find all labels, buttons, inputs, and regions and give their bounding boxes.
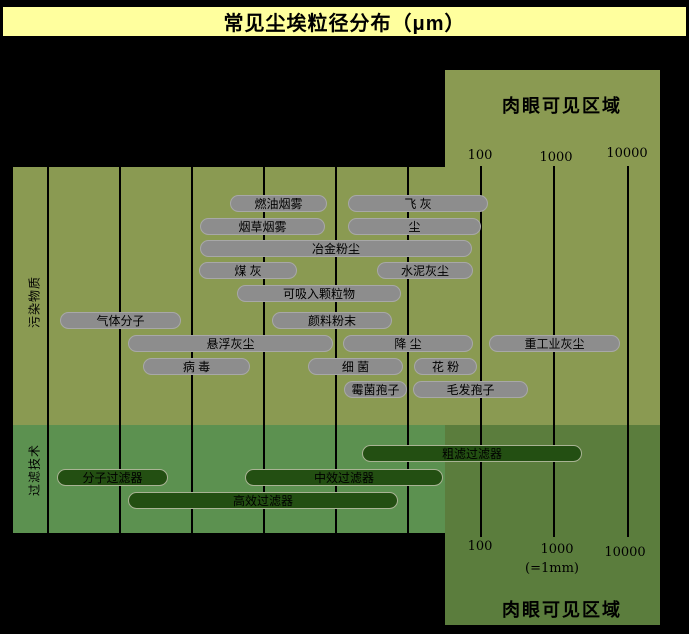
axis-tick-label-top: 1000 xyxy=(539,150,573,165)
pollutant-range-pill: 细 菌 xyxy=(308,358,403,375)
filter-range-pill: 分子过滤器 xyxy=(57,469,168,486)
pollutant-range-pill: 煤 灰 xyxy=(199,262,297,279)
pollutant-range-pill: 降 尘 xyxy=(343,335,473,352)
pollutant-range-pill: 花 粉 xyxy=(414,358,477,375)
filter-range-pill: 中效过滤器 xyxy=(245,469,443,486)
filter-range-pill: 高效过滤器 xyxy=(128,492,398,509)
pollutant-range-pill: 飞 灰 xyxy=(348,195,488,212)
visible-zone-label-bottom: 肉眼可见区域 xyxy=(502,600,622,620)
pollutant-range-pill: 毛发孢子 xyxy=(413,381,528,398)
pollutant-range-pill: 水泥灰尘 xyxy=(377,262,473,279)
pollutant-range-pill: 可吸入颗粒物 xyxy=(237,285,401,302)
chart-title: 常见尘埃粒径分布（μm） xyxy=(223,13,466,35)
axis-gridline xyxy=(480,166,482,537)
pollutant-range-pill: 重工业灰尘 xyxy=(489,335,620,352)
axis-tick-label-bottom: 10000 xyxy=(604,545,646,560)
filters-section-label: 过滤技术 xyxy=(27,443,42,497)
pollutant-range-pill: 悬浮灰尘 xyxy=(128,335,333,352)
chart-title-bar: 常见尘埃粒径分布（μm） xyxy=(3,5,686,38)
visible-zone-label-top: 肉眼可见区域 xyxy=(502,96,622,116)
filter-range-pill: 粗滤过滤器 xyxy=(362,445,582,462)
pollutant-range-pill: 气体分子 xyxy=(60,312,181,329)
axis-tick-label-bottom: 100 xyxy=(467,539,493,554)
axis-gridline xyxy=(335,167,337,533)
pollutant-range-pill: 烟草烟雾 xyxy=(200,218,325,235)
mm-equivalence-note: (=1mm) xyxy=(525,561,579,576)
pollutant-range-pill: 病 毒 xyxy=(143,358,250,375)
axis-gridline xyxy=(119,167,121,533)
pollutant-range-pill: 燃油烟雾 xyxy=(230,195,327,212)
axis-tick-label-bottom: 1000 xyxy=(540,542,574,557)
axis-gridline xyxy=(47,167,49,533)
pollutant-range-pill: 冶金粉尘 xyxy=(200,240,472,257)
pollutant-range-pill: 尘 xyxy=(348,218,481,235)
axis-gridline xyxy=(627,166,629,537)
pollutant-range-pill: 霉菌孢子 xyxy=(344,381,407,398)
axis-tick-label-top: 100 xyxy=(467,148,493,163)
axis-tick-label-top: 10000 xyxy=(606,146,648,161)
pollutant-range-pill: 颜料粉末 xyxy=(272,312,392,329)
pollutants-section-label: 污染物质 xyxy=(27,275,42,329)
